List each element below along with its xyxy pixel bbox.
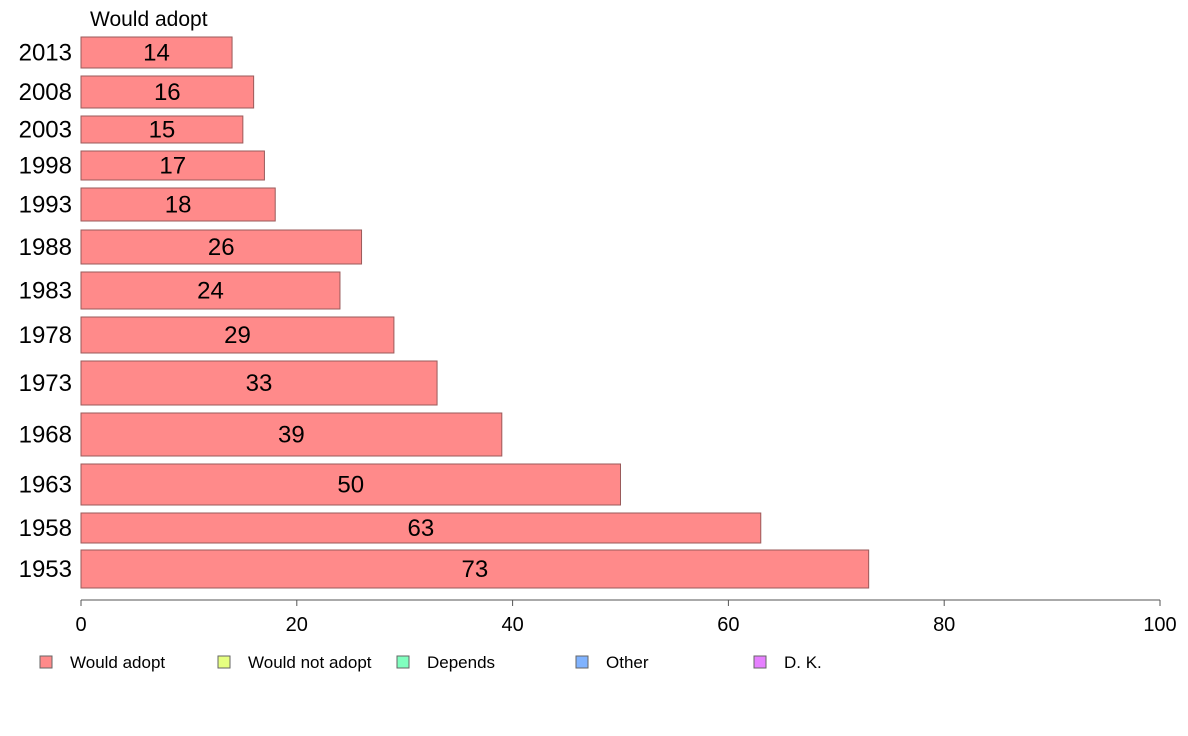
value-label-1968: 39 — [278, 422, 305, 449]
value-label-1988: 26 — [208, 234, 235, 261]
category-label-1993: 1993 — [19, 192, 72, 219]
value-label-1973: 33 — [246, 370, 273, 397]
bar-1993 — [80, 187, 276, 222]
legend-swatch-0 — [39, 655, 53, 669]
x-tick-label-0: 0 — [75, 614, 86, 636]
legend-swatch-4 — [753, 655, 767, 669]
legend-label-4: D. K. — [784, 653, 822, 672]
category-label-2013: 2013 — [19, 40, 72, 67]
bar-2008 — [80, 75, 255, 109]
bar-1983 — [80, 271, 341, 310]
x-tick-label-20: 20 — [286, 614, 308, 636]
category-label-1988: 1988 — [19, 234, 72, 261]
bar-1963 — [80, 463, 621, 506]
bar-1973 — [80, 360, 438, 406]
category-label-2003: 2003 — [19, 117, 72, 144]
bar-1958 — [80, 512, 762, 544]
category-label-1983: 1983 — [19, 278, 72, 305]
bar-2013 — [80, 36, 233, 69]
category-label-1978: 1978 — [19, 322, 72, 349]
bar-1953 — [80, 549, 870, 589]
x-tick-label-80: 80 — [933, 614, 955, 636]
legend-swatch-3 — [575, 655, 589, 669]
legend-label-0: Would adopt — [70, 653, 165, 672]
value-label-2008: 16 — [154, 79, 181, 106]
value-label-1983: 24 — [197, 278, 224, 305]
legend-label-1: Would not adopt — [248, 653, 372, 672]
value-label-1963: 50 — [337, 472, 364, 499]
category-label-1973: 1973 — [19, 370, 72, 397]
category-label-1958: 1958 — [19, 515, 72, 542]
x-tick-label-40: 40 — [501, 614, 523, 636]
x-axis: 0 20 40 60 80 100 — [75, 599, 1177, 636]
legend-swatch-2 — [396, 655, 410, 669]
bar-2003 — [80, 115, 244, 144]
category-label-1963: 1963 — [19, 472, 72, 499]
category-label-1953: 1953 — [19, 556, 72, 583]
value-label-1978: 29 — [224, 322, 251, 349]
bar-1968 — [80, 412, 503, 457]
value-label-2013: 14 — [143, 40, 170, 67]
legend-swatch-1 — [217, 655, 231, 669]
bar-1978 — [80, 316, 395, 354]
x-tick-label-100: 100 — [1143, 614, 1176, 636]
value-label-2003: 15 — [149, 117, 176, 144]
bar-1998 — [80, 150, 265, 181]
bar-1988 — [80, 229, 363, 265]
legend-label-2: Depends — [427, 653, 495, 672]
category-label-1968: 1968 — [19, 422, 72, 449]
value-label-1993: 18 — [165, 192, 192, 219]
legend-label-3: Other — [606, 653, 649, 672]
legend: Would adopt Would not adopt Depends Other D.… — [39, 653, 822, 672]
x-tick-label-60: 60 — [717, 614, 739, 636]
category-label-1998: 1998 — [19, 153, 72, 180]
bars-group: 2013 14 2008 16 2003 15 1998 17 1993 18 1988 26 1983… — [19, 36, 870, 589]
category-label-2008: 2008 — [19, 79, 72, 106]
value-label-1958: 63 — [408, 515, 435, 542]
value-label-1953: 73 — [461, 556, 488, 583]
chart-title: Would adopt — [90, 8, 208, 31]
value-label-1998: 17 — [159, 153, 186, 180]
